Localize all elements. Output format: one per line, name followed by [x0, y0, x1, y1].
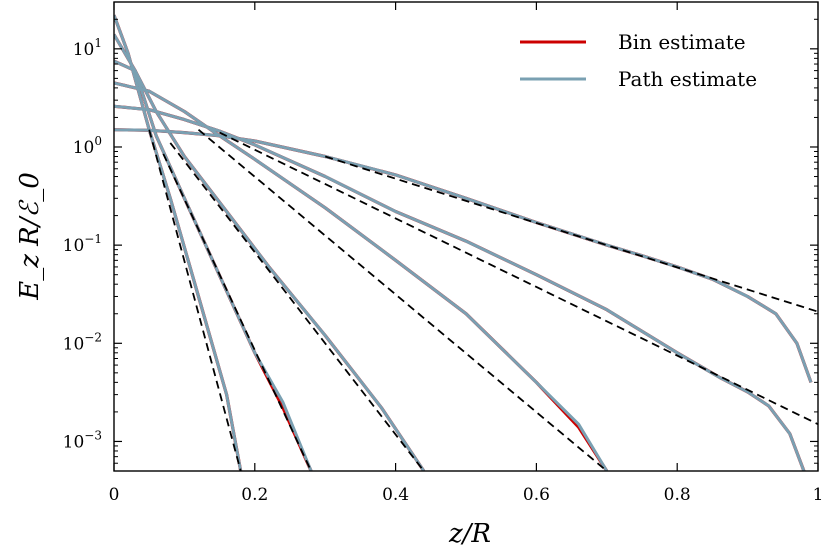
- legend: Bin estimate Path estimate: [520, 30, 757, 91]
- y-tick-label: 10−2: [63, 330, 102, 354]
- reference-dashed-line-6: [324, 155, 818, 313]
- y-tick-label: 100: [73, 134, 102, 158]
- legend-path-label: Path estimate: [618, 67, 757, 91]
- reference-dashed-line-4: [197, 129, 608, 471]
- y-tick-label: 10−1: [63, 232, 102, 256]
- y-tick-label: 10−3: [63, 428, 102, 452]
- legend-bin-label: Bin estimate: [618, 30, 746, 54]
- reference-dashed-line-2: [162, 153, 312, 471]
- x-tick-label: 0.6: [523, 485, 550, 505]
- reference-dashed-line-1: [148, 129, 242, 471]
- path-estimate-line-1: [114, 14, 243, 471]
- plot-frame: [113, 1, 819, 472]
- x-tick-label: 0.8: [664, 485, 691, 505]
- path-estimate-line-4: [114, 81, 609, 471]
- reference-dashed-line-3: [169, 142, 425, 471]
- reference-dashed-line-5: [219, 131, 818, 426]
- x-tick-label: 0: [109, 485, 120, 505]
- y-axis-label: E_z R/ℰ_0: [15, 172, 45, 301]
- series-layer: [114, 14, 818, 471]
- path-estimate-line-5: [114, 104, 806, 471]
- x-axis-label: z/R: [448, 519, 491, 549]
- x-tick-label: 1: [813, 485, 824, 505]
- path-estimate-line-3: [114, 59, 426, 471]
- y-tick-label: 101: [73, 36, 102, 60]
- x-tick-label: 0.4: [382, 485, 409, 505]
- plot-area-background: [114, 2, 818, 471]
- x-tick-label: 0.2: [241, 485, 268, 505]
- tick-layer: 0 0.2 0.4 0.6 0.8 1 101 100 10−1 10−2 10−3: [63, 2, 824, 505]
